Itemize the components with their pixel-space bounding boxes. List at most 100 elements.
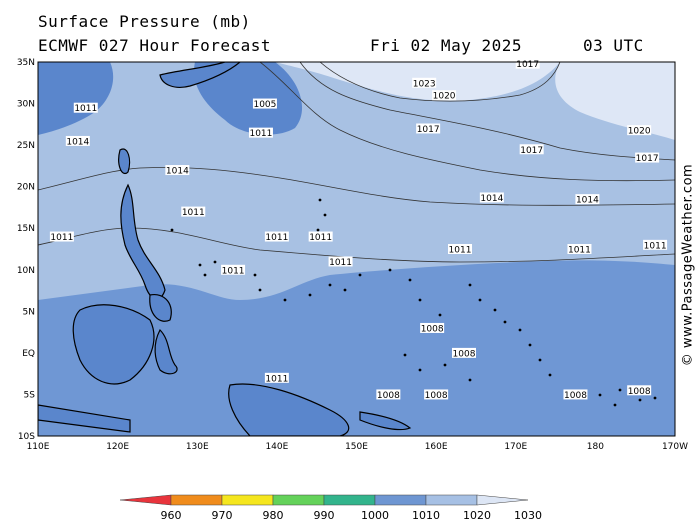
- svg-text:1011: 1011: [50, 233, 73, 243]
- isobar-label: 1014: [65, 135, 90, 147]
- island-dot: [418, 368, 422, 372]
- svg-text:1011: 1011: [74, 104, 97, 114]
- longitude-tick-label: 110E: [27, 442, 50, 452]
- isobar-label: 1014: [479, 192, 504, 204]
- high-pressure-cell-northeast: [555, 62, 675, 140]
- isobar-label: 1023: [412, 77, 437, 89]
- island-dot: [528, 343, 532, 347]
- island-dot: [203, 273, 207, 277]
- colorbar-swatch: [221, 494, 274, 506]
- solomon-islands-landmass: [359, 411, 412, 431]
- longitude-tick-label: 130E: [186, 442, 209, 452]
- island-dot: [388, 268, 392, 272]
- longitude-axis: 110E 120E 130E 140E 150E 160E 170E 180 170W: [27, 442, 689, 452]
- latitude-tick-label: 20N: [17, 183, 35, 193]
- island-dot: [408, 278, 412, 282]
- svg-text:1014: 1014: [480, 194, 503, 204]
- credit-text: © www.PassageWeather.com: [680, 163, 696, 367]
- forecast-model-line: ECMWF 027 Hour Forecast: [38, 36, 272, 55]
- island-dot: [283, 298, 287, 302]
- svg-text:1011: 1011: [249, 129, 272, 139]
- island-dots: [170, 198, 657, 407]
- isobar-label: 1011: [73, 102, 98, 114]
- isobar-label: 1011: [643, 239, 668, 251]
- colorbar-label: 990: [314, 509, 335, 522]
- svg-text:1011: 1011: [265, 374, 288, 384]
- japan-landmass: [159, 62, 241, 88]
- isobar-label: 1011: [181, 206, 206, 218]
- island-dot: [258, 288, 262, 292]
- svg-text:1011: 1011: [568, 246, 591, 256]
- longitude-tick-label: 170W: [662, 442, 688, 452]
- island-dot: [618, 388, 622, 392]
- isobar-label: 1011: [264, 372, 289, 384]
- svg-text:1008: 1008: [425, 391, 448, 401]
- colorbar-label: 1030: [514, 509, 542, 522]
- island-dot: [198, 263, 202, 267]
- svg-text:1011: 1011: [329, 258, 352, 268]
- svg-text:1014: 1014: [66, 137, 89, 147]
- island-dot: [328, 283, 332, 287]
- longitude-tick-label: 170E: [504, 442, 527, 452]
- colorbar-swatch: [425, 494, 478, 506]
- latitude-tick-label: 10S: [18, 432, 35, 442]
- isobar-label: 1011: [49, 231, 74, 243]
- sulawesi-landmass: [154, 329, 178, 375]
- island-dot: [308, 293, 312, 297]
- svg-text:1017: 1017: [520, 146, 543, 156]
- isobar-label: 1014: [165, 165, 190, 177]
- latitude-tick-label: 15N: [17, 224, 35, 234]
- isobar-label: 1017: [635, 152, 660, 164]
- svg-text:1011: 1011: [222, 266, 245, 276]
- island-dot: [468, 283, 472, 287]
- latitude-tick-label: 10N: [17, 266, 35, 276]
- island-dot: [638, 398, 642, 402]
- isobar-label: 1008: [451, 347, 476, 359]
- isobar-label: 1011: [567, 244, 592, 256]
- island-dot: [493, 308, 497, 312]
- island-dot: [653, 396, 657, 400]
- landmasses: [38, 62, 412, 436]
- longitude-tick-label: 150E: [345, 442, 368, 452]
- island-dot: [538, 358, 542, 362]
- isobar-label: 1020: [627, 125, 652, 137]
- isobar-label: 1020: [432, 90, 457, 102]
- map-title: Surface Pressure (mb): [38, 12, 251, 31]
- svg-text:1011: 1011: [644, 241, 667, 251]
- java-landmass: [38, 404, 131, 433]
- forecast-date: Fri 02 May 2025: [370, 36, 522, 55]
- svg-text:1011: 1011: [182, 208, 205, 218]
- svg-text:1008: 1008: [564, 391, 587, 401]
- island-dot: [418, 298, 422, 302]
- svg-text:1020: 1020: [628, 127, 651, 137]
- latitude-tick-label: EQ: [22, 349, 35, 359]
- island-dot: [170, 228, 174, 232]
- island-dot: [478, 298, 482, 302]
- island-dot: [343, 288, 347, 292]
- isobar-label: 1017: [416, 123, 441, 135]
- isobar-label: 1008: [376, 389, 401, 401]
- colorbar-swatch: [476, 494, 529, 506]
- low-pressure-cell-japan: [194, 62, 303, 135]
- island-dot: [358, 273, 362, 277]
- isobar-label: 1005: [252, 98, 277, 110]
- colorbar-swatch: [272, 494, 325, 506]
- low-pressure-coast-northwest: [38, 62, 114, 135]
- isobar-label: 1017: [519, 144, 544, 156]
- island-dot: [213, 260, 217, 264]
- isobar-labels: 1023 1020 1017 1017 1017 1017 1020 1014 1014 1014…: [49, 58, 668, 401]
- colorbar-swatch: [323, 494, 376, 506]
- colorbar-label: 980: [263, 509, 284, 522]
- svg-text:1014: 1014: [166, 167, 189, 177]
- isobar-label: 1008: [563, 389, 588, 401]
- svg-text:1008: 1008: [421, 324, 444, 334]
- island-dot: [253, 273, 257, 277]
- isobar-lines: [38, 62, 675, 263]
- colorbar-label: 960: [161, 509, 182, 522]
- island-dot: [548, 373, 552, 377]
- island-dot: [518, 328, 522, 332]
- longitude-tick-label: 160E: [425, 442, 448, 452]
- new-guinea-landmass: [228, 383, 350, 436]
- svg-text:1014: 1014: [576, 196, 599, 206]
